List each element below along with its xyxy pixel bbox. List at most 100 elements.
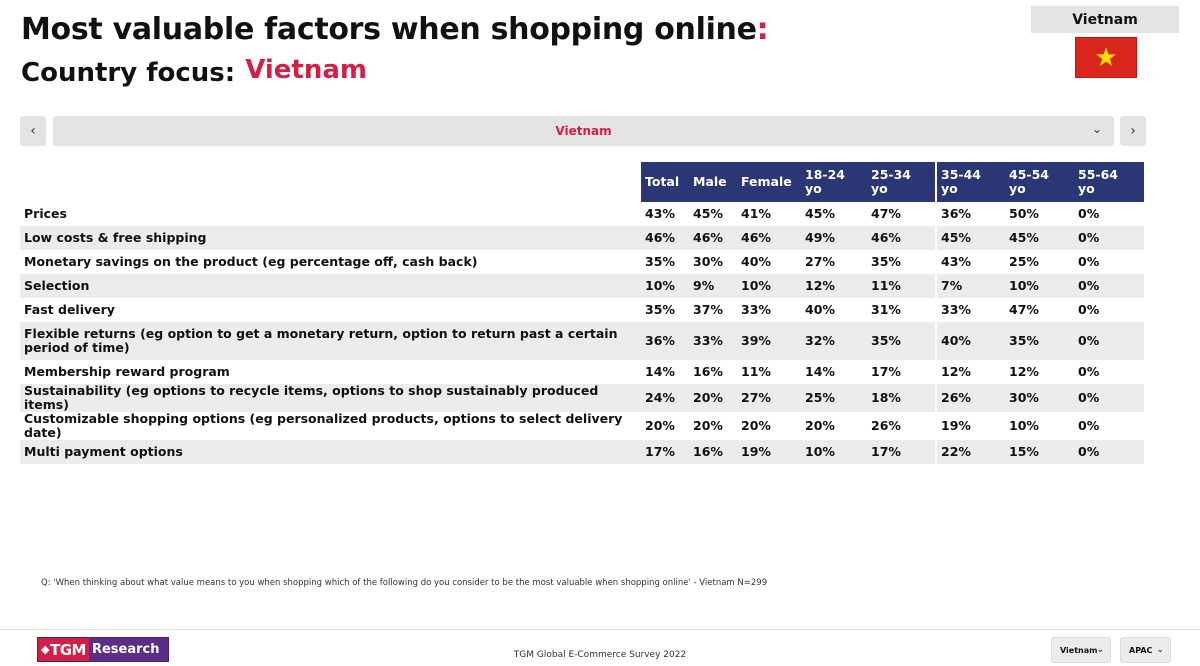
cell: 0%	[1078, 364, 1100, 379]
row-label: Prices	[24, 206, 67, 221]
table-header-blank	[20, 162, 641, 202]
cell: 46%	[689, 226, 737, 250]
cell: 32%	[801, 322, 867, 360]
cell: 0%	[1074, 226, 1144, 250]
cell: 17%	[867, 440, 936, 464]
column-header: 25-34 yo	[867, 162, 936, 202]
row-label: Multi payment options	[20, 440, 641, 464]
cell: 40%	[805, 302, 835, 317]
cell: 35%	[867, 322, 936, 360]
cell: 47%	[1009, 302, 1039, 317]
cell: 49%	[801, 226, 867, 250]
cell: 27%	[805, 254, 835, 269]
cell: 25%	[1009, 254, 1039, 269]
cell: 0%	[1078, 206, 1100, 221]
cell: 37%	[693, 302, 723, 317]
cell: 33%	[935, 298, 1005, 322]
cell: 30%	[693, 254, 723, 269]
cell: 10%	[737, 274, 801, 298]
cell: 45%	[805, 206, 835, 221]
cell: 27%	[737, 384, 801, 412]
logo-diamond-icon: ◆	[41, 643, 49, 656]
cell: 39%	[737, 322, 801, 360]
factors-table: Total Male Female 18-24 yo 25-34 yo 35-44 y…	[20, 162, 1144, 464]
cell: 35%	[1005, 322, 1074, 360]
cell: 19%	[737, 440, 801, 464]
cell: 24%	[641, 384, 689, 412]
cell: 17%	[641, 440, 689, 464]
country-selector-value: Vietnam	[555, 124, 612, 138]
column-header: 35-44 yo	[935, 162, 1005, 202]
row-label: Selection	[20, 274, 641, 298]
cell: 11%	[867, 274, 936, 298]
chevron-down-icon: ⌄	[1156, 645, 1164, 655]
cell: 45%	[693, 206, 723, 221]
row-label: Customizable shopping options (eg person…	[24, 411, 623, 440]
country-filter-value: Vietnam	[1060, 645, 1098, 655]
subtitle-country: Vietnam	[245, 55, 367, 85]
table-row: Customizable shopping options (eg person…	[20, 412, 1144, 440]
next-country-button[interactable]: ›	[1120, 116, 1146, 146]
footer-divider	[0, 629, 1200, 630]
cell: 0%	[1078, 302, 1100, 317]
row-label: Fast delivery	[24, 302, 115, 317]
region-filter-value: APAC	[1129, 645, 1153, 655]
tgm-research-logo[interactable]: ◆ TGM Research	[37, 637, 169, 662]
cell: 45%	[935, 226, 1005, 250]
cell: 18%	[867, 384, 936, 412]
chevron-down-icon: ⌄	[1091, 122, 1102, 136]
cell: 50%	[1009, 206, 1039, 221]
cell: 0%	[1074, 274, 1144, 298]
logo-mark: ◆ TGM	[38, 638, 89, 661]
cell: 14%	[645, 364, 675, 379]
cell: 46%	[641, 226, 689, 250]
cell: 35%	[871, 254, 901, 269]
country-filter-dropdown[interactable]: Vietnam ⌄	[1051, 637, 1111, 663]
table-row: Fast delivery 35% 37% 33% 40% 31% 33% 47…	[20, 298, 1144, 322]
table-row: Low costs & free shipping 46% 46% 46% 49…	[20, 226, 1144, 250]
cell: 12%	[935, 360, 1005, 384]
cell: 45%	[1005, 226, 1074, 250]
cell: 20%	[805, 418, 835, 433]
chevron-down-icon: ⌄	[1096, 645, 1104, 655]
cell: 10%	[801, 440, 867, 464]
cell: 16%	[689, 440, 737, 464]
cell: 15%	[1005, 440, 1074, 464]
cell: 20%	[693, 418, 723, 433]
cell: 40%	[935, 322, 1005, 360]
cell: 9%	[689, 274, 737, 298]
cell: 31%	[871, 302, 901, 317]
region-filter-dropdown[interactable]: APAC ⌄	[1120, 637, 1171, 663]
flag-star-icon: ★	[1094, 42, 1118, 73]
cell: 30%	[1005, 384, 1074, 412]
cell: 0%	[1078, 254, 1100, 269]
survey-name: TGM Global E-Commerce Survey 2022	[513, 650, 687, 660]
subtitle-label: Country focus:	[21, 58, 236, 88]
page-title: Most valuable factors when shopping onli…	[21, 12, 769, 47]
row-label: Flexible returns (eg option to get a mon…	[20, 322, 641, 360]
cell: 10%	[1005, 274, 1074, 298]
cell: 0%	[1074, 322, 1144, 360]
cell: 40%	[741, 254, 771, 269]
cell: 16%	[693, 364, 723, 379]
cell: 41%	[741, 206, 771, 221]
cell: 33%	[741, 302, 771, 317]
table-row: Monetary savings on the product (eg perc…	[20, 250, 1144, 274]
cell: 19%	[935, 412, 1005, 440]
table-row: Multi payment options 17% 16% 19% 10% 17…	[20, 440, 1144, 464]
cell: 20%	[741, 418, 771, 433]
cell: 17%	[871, 364, 901, 379]
previous-country-button[interactable]: ‹	[20, 116, 46, 146]
table-row: Membership reward program 14% 16% 11% 14…	[20, 360, 1144, 384]
country-selector[interactable]: Vietnam ⌄	[53, 116, 1114, 146]
cell: 10%	[1009, 418, 1039, 433]
table-row: Selection 10% 9% 10% 12% 11% 7% 10% 0%	[20, 274, 1144, 298]
chevron-left-icon: ‹	[30, 123, 36, 139]
cell: 12%	[1009, 364, 1039, 379]
cell: 33%	[689, 322, 737, 360]
cell: 0%	[1078, 418, 1100, 433]
cell: 20%	[645, 418, 675, 433]
table-header-row: Total Male Female 18-24 yo 25-34 yo 35-44 y…	[20, 162, 1144, 202]
row-label: Low costs & free shipping	[20, 226, 641, 250]
cell: 0%	[1074, 384, 1144, 412]
